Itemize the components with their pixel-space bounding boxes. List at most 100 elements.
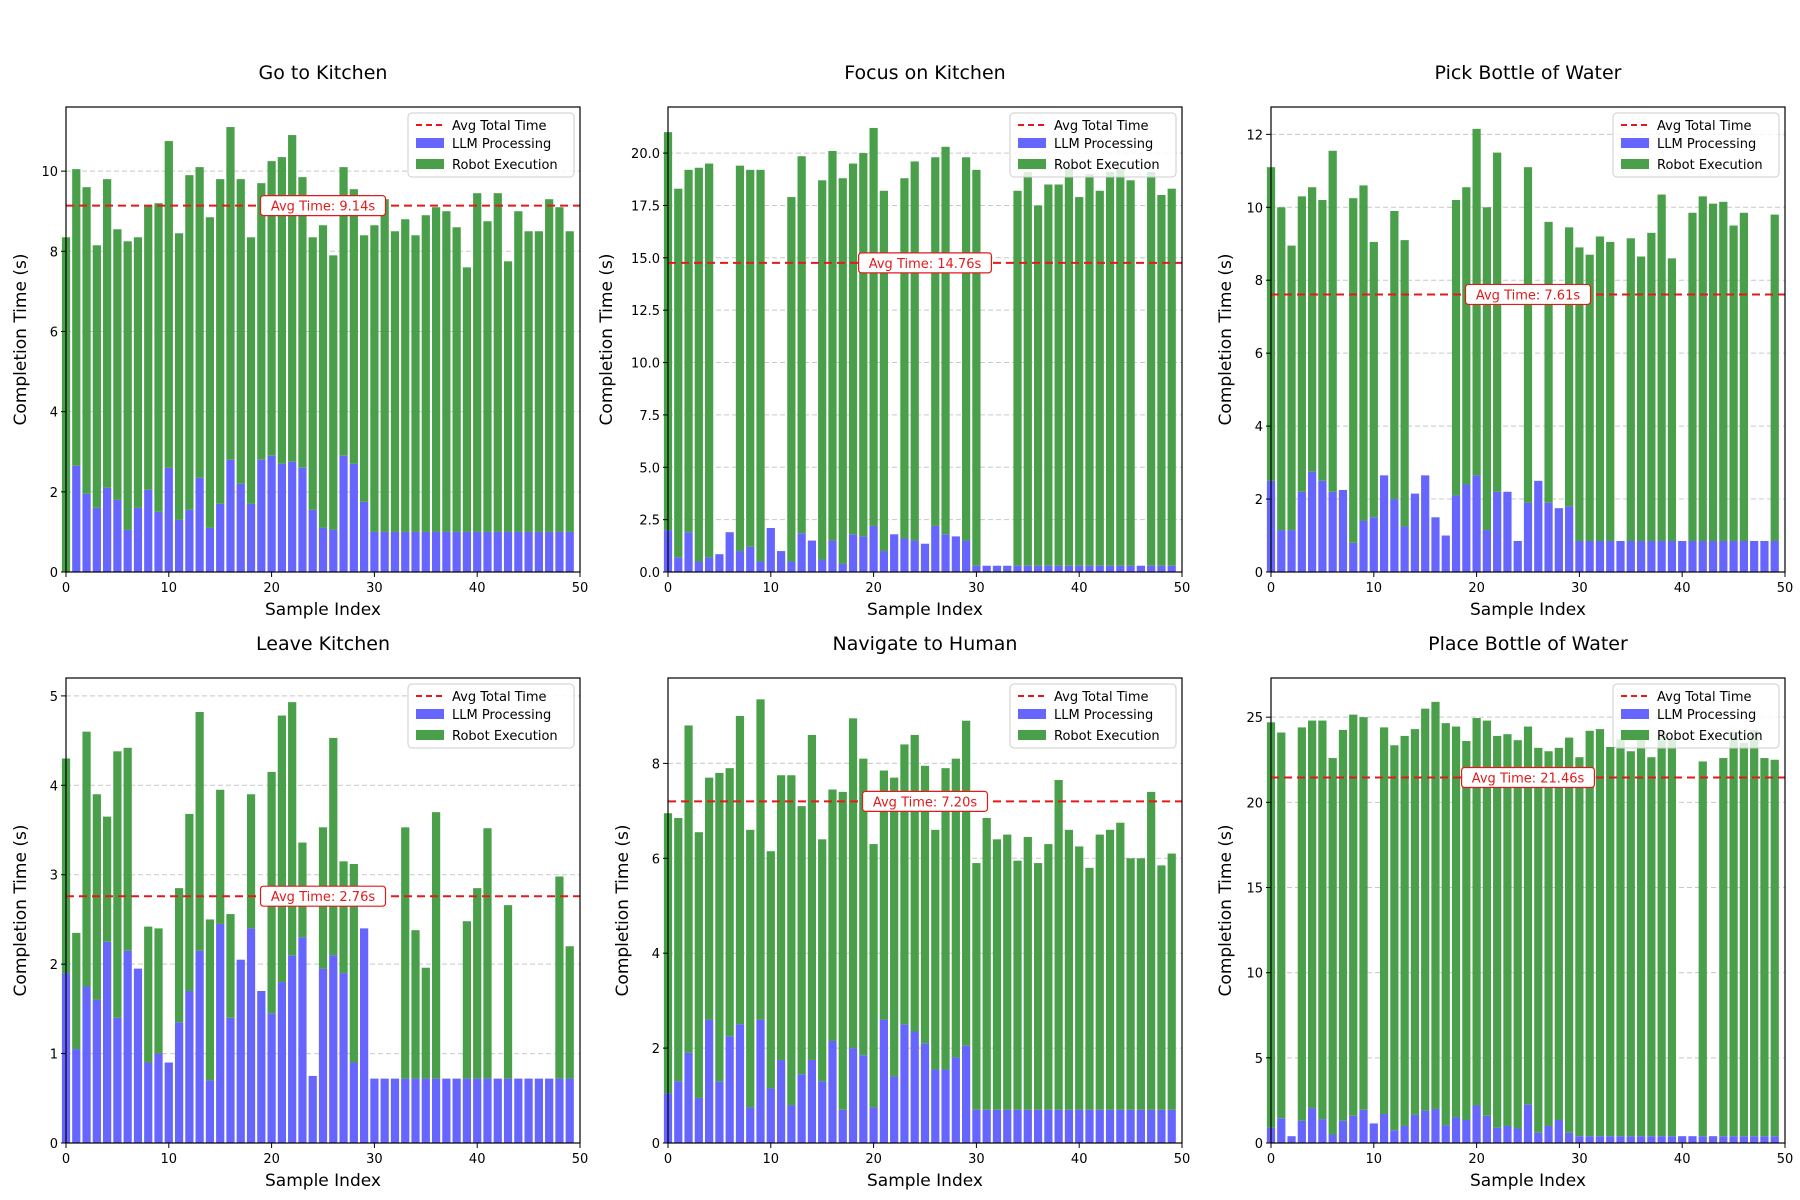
llm-bar (1400, 1125, 1409, 1143)
robot-bar (1482, 207, 1491, 531)
llm-bar (1523, 502, 1533, 572)
y-axis-label: Completion Time (s) (11, 254, 31, 426)
robot-bar (1157, 865, 1166, 1110)
robot-bar (370, 225, 379, 532)
llm-bar (1585, 541, 1594, 572)
llm-bar (931, 1069, 940, 1143)
llm-bar (962, 540, 971, 572)
legend-label: Avg Total Time (1054, 119, 1149, 134)
llm-bar (1054, 1109, 1063, 1143)
y-tick-label: 4 (50, 406, 58, 421)
robot-bar (962, 157, 971, 541)
llm-bar (776, 1059, 786, 1143)
llm-bar (1369, 517, 1378, 572)
llm-bar (900, 538, 909, 572)
robot-bar (534, 231, 543, 532)
robot-bar (1318, 720, 1327, 1120)
x-tick-label: 0 (664, 581, 672, 596)
x-tick-label: 40 (1674, 581, 1691, 596)
robot-bar (1023, 171, 1032, 566)
x-tick-label: 10 (161, 581, 178, 596)
legend-box (407, 683, 575, 749)
robot-bar (380, 199, 389, 532)
llm-bar (298, 467, 307, 572)
llm-bar (879, 551, 888, 572)
robot-bar (1105, 171, 1115, 566)
llm-bar (1760, 541, 1769, 572)
robot-bar (1044, 184, 1053, 566)
y-tick-label: 4 (652, 947, 660, 962)
llm-bar (298, 937, 307, 1143)
robot-bar (216, 789, 225, 924)
llm-bar (195, 950, 204, 1143)
robot-bar (503, 261, 513, 532)
llm-bar (797, 1074, 806, 1143)
llm-bar (1472, 1105, 1481, 1143)
llm-bar (339, 455, 348, 572)
y-tick-label: 2.5 (639, 514, 660, 529)
robot-bar (1513, 740, 1522, 1129)
llm-bar (390, 531, 400, 572)
robot-bar (493, 193, 502, 532)
llm-bar (1708, 541, 1718, 572)
y-tick-label: 5 (1255, 1052, 1263, 1067)
robot-bar (1626, 238, 1635, 541)
legend-label: LLM Processing (1657, 708, 1756, 723)
robot-bar (1136, 858, 1145, 1110)
subplot-title: Leave Kitchen (256, 633, 390, 655)
llm-bar (1349, 1115, 1358, 1143)
llm-bar (1033, 1109, 1043, 1143)
legend-llm-swatch (1621, 709, 1649, 719)
llm-bar (972, 565, 981, 572)
llm-bar (555, 1078, 564, 1143)
robot-bar (565, 231, 574, 532)
robot-bar (555, 207, 564, 532)
robot-bar (339, 861, 348, 974)
avg-time-label-box (1460, 766, 1595, 789)
llm-bar (473, 1078, 482, 1143)
robot-bar (1379, 727, 1389, 1115)
robot-bar (154, 203, 163, 512)
llm-bar (185, 509, 194, 572)
legend-label: Robot Execution (1054, 729, 1160, 744)
llm-bar (776, 551, 786, 572)
subplot-5: Avg Time: 7.20s 0 10 20 30 40 50 0 2 4 6 8 Navigate … (613, 633, 1190, 1191)
llm-bar (1750, 541, 1759, 572)
llm-bar (1595, 1136, 1605, 1143)
llm-bar (982, 565, 991, 572)
robot-bar (1708, 203, 1718, 541)
robot-bar (941, 768, 950, 1070)
robot-bar (1719, 201, 1728, 541)
llm-bar (1308, 471, 1317, 572)
robot-bar (1338, 729, 1348, 1121)
x-tick-label: 20 (1468, 581, 1485, 596)
robot-bar (869, 127, 878, 526)
llm-bar (1003, 565, 1012, 572)
robot-bar (401, 219, 410, 532)
robot-bar (1523, 167, 1533, 503)
llm-bar (329, 955, 338, 1143)
llm-bar (1462, 484, 1471, 572)
robot-bar (1318, 200, 1327, 481)
robot-bar (524, 231, 533, 532)
legend-llm-swatch (416, 709, 444, 719)
y-tick-label: 8 (1255, 274, 1263, 289)
robot-bar (1003, 834, 1012, 1110)
x-tick-label: 20 (263, 1152, 280, 1167)
llm-bar (524, 531, 533, 572)
x-axis-label: Sample Index (867, 1171, 983, 1191)
llm-bar (1126, 565, 1135, 572)
robot-bar (787, 775, 796, 1106)
llm-bar (452, 531, 461, 572)
x-tick-label: 30 (366, 581, 383, 596)
llm-bar (123, 529, 132, 572)
robot-bar (1729, 225, 1738, 541)
llm-bar (746, 1107, 755, 1143)
llm-bar (1688, 1136, 1697, 1143)
llm-bar (1595, 541, 1605, 572)
axes-frame (1270, 677, 1786, 1144)
llm-bar (1503, 491, 1512, 572)
llm-bar (514, 531, 523, 572)
llm-bar (442, 531, 451, 572)
llm-bar (329, 529, 338, 572)
